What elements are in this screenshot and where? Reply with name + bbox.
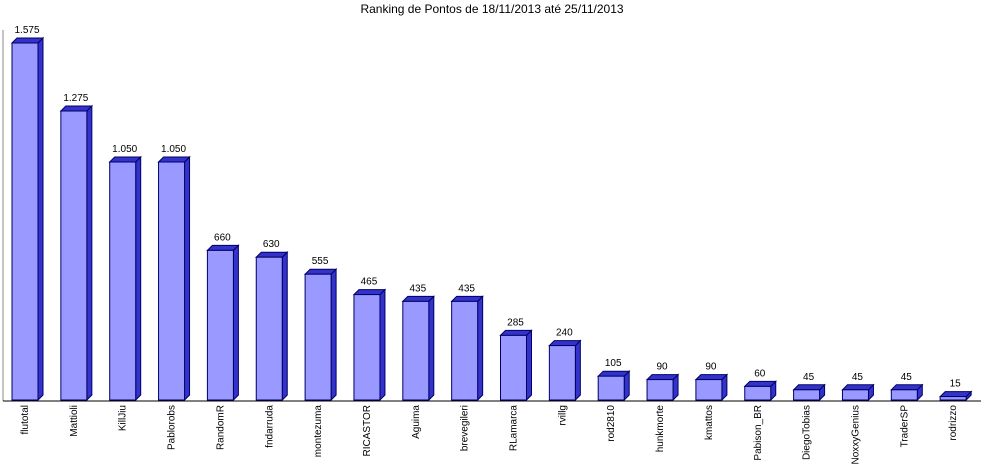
data-label: 1.575 [14, 25, 39, 36]
bar [548, 345, 576, 401]
data-label: 660 [214, 232, 231, 243]
bar-side [232, 244, 239, 402]
data-label: 630 [263, 239, 280, 250]
bar-top [938, 391, 973, 398]
x-tick-label: kmattos [704, 405, 715, 440]
bar-top [108, 156, 142, 163]
x-tick-label: montezuma [313, 405, 324, 458]
bar-top [352, 289, 387, 296]
x-tick-label: KillJiu [118, 405, 129, 431]
data-label: 1.275 [63, 93, 88, 104]
bar [890, 389, 918, 401]
x-tick-label: Pabison_BR [753, 405, 764, 461]
bar-side [526, 329, 532, 402]
bar-side [184, 155, 191, 402]
bar-side [574, 339, 581, 402]
bar-top [645, 374, 680, 381]
x-tick-label: rod2810 [606, 405, 617, 442]
bar-top [10, 37, 45, 44]
bar [158, 161, 186, 401]
bar-top [841, 384, 875, 391]
bar-top [450, 295, 484, 302]
data-label: 555 [312, 256, 329, 267]
bar [500, 334, 527, 401]
bar [841, 389, 869, 401]
data-label: 240 [556, 328, 573, 339]
data-label: 90 [656, 362, 668, 373]
bar [695, 379, 723, 401]
bar-side [379, 288, 386, 402]
x-tick-label: TraderSP [899, 405, 910, 448]
bar [451, 300, 479, 401]
data-label: 465 [361, 277, 378, 288]
bar-side [135, 155, 142, 402]
x-tick-label: Pablorobs [167, 405, 178, 450]
data-label: 45 [901, 372, 913, 383]
bar-top [596, 370, 631, 377]
x-tick-label: hunkmorte [655, 405, 666, 453]
x-tick-label: Mattioli [69, 405, 80, 437]
bar [793, 389, 821, 401]
bar [60, 110, 88, 401]
bar [353, 294, 381, 401]
bar-top [694, 374, 729, 381]
data-label: 45 [803, 372, 815, 383]
x-tick-label: rodrizzo [948, 405, 959, 441]
x-tick-label: DiegoTobias [802, 405, 813, 460]
bar-side [428, 295, 435, 402]
x-tick-label: flutotal [20, 405, 31, 434]
data-label: 1.050 [112, 144, 137, 155]
data-label: 105 [605, 358, 622, 369]
data-label: 90 [705, 362, 717, 373]
bar-top [401, 295, 436, 302]
x-tick-label: RICASTOR [362, 405, 373, 457]
data-label: 435 [458, 283, 475, 294]
bar-side [477, 295, 484, 402]
bar [109, 161, 137, 401]
x-tick-label: fndarruda [264, 405, 275, 448]
bar-side [37, 36, 44, 402]
bar-side [86, 104, 93, 402]
bar-top [255, 251, 289, 258]
data-label: 285 [507, 317, 524, 328]
bar-top [206, 244, 240, 251]
bar [255, 256, 283, 401]
bar [304, 273, 332, 401]
bar-side [330, 267, 337, 402]
x-tick-label: Aguima [411, 405, 422, 439]
bar [206, 249, 234, 401]
bar-top [303, 268, 338, 275]
x-tick-label: rvillg [557, 405, 568, 426]
bar-top [499, 329, 533, 336]
x-tick-label: RLamarca [509, 405, 520, 452]
data-label: 15 [950, 379, 962, 390]
bar-top [59, 105, 94, 112]
bar [402, 300, 430, 401]
data-label: 60 [754, 368, 766, 379]
bar-top [548, 340, 582, 347]
bar [744, 385, 772, 401]
bar [597, 375, 625, 401]
x-tick-label: brevegileri [460, 405, 471, 451]
data-label: 45 [852, 372, 864, 383]
x-tick-label: RandomR [215, 405, 226, 450]
bar [646, 379, 674, 401]
bar [11, 42, 39, 401]
bar [939, 396, 967, 401]
bar-side [281, 250, 288, 402]
bar-top [157, 156, 191, 163]
bar-top [792, 384, 826, 391]
data-label: 435 [409, 283, 426, 294]
bar-top [890, 384, 924, 391]
data-label: 1.050 [161, 144, 186, 155]
chart-title: Ranking de Pontos de 18/11/2013 até 25/1… [360, 2, 623, 16]
x-tick-label: NoxxyGenius [850, 405, 861, 464]
bar-top [743, 380, 777, 387]
